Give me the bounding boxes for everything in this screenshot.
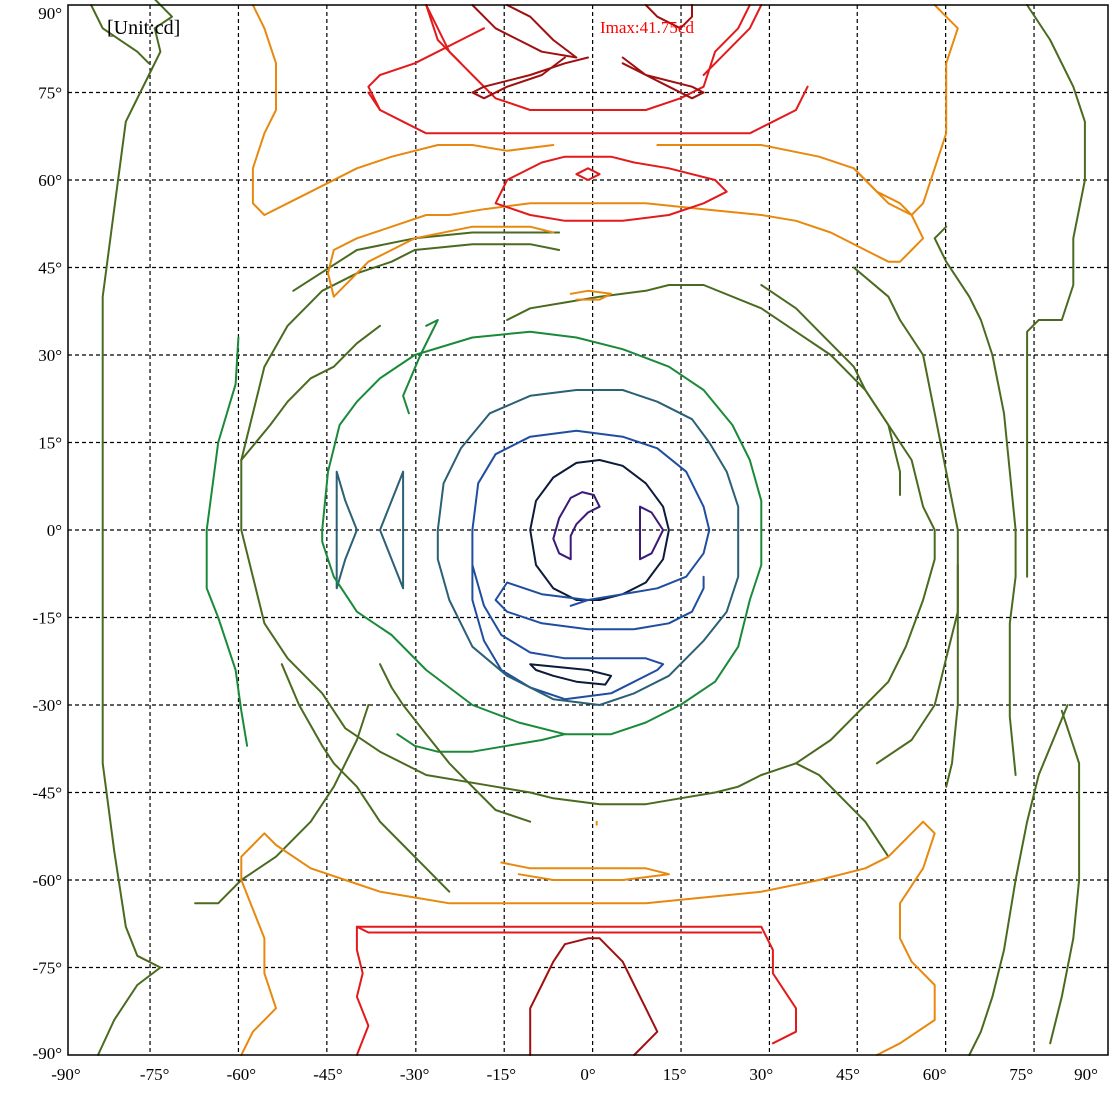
y-tick-label: -90° (33, 1044, 62, 1063)
contour-line (367, 27, 485, 111)
contour-line (1026, 4, 1086, 578)
contour-line (529, 937, 659, 1056)
contour-line (760, 284, 901, 496)
contour-line (529, 459, 670, 601)
x-tick-label: 0° (580, 1065, 595, 1084)
x-tick-label: -15° (487, 1065, 516, 1084)
contour-line (471, 429, 711, 631)
contour-line (852, 4, 959, 216)
contour-line (335, 470, 358, 590)
contour-line (436, 389, 740, 706)
contour-line (875, 564, 959, 765)
contour-line (396, 733, 566, 753)
contour-line (1008, 529, 1017, 776)
contour-line (240, 284, 936, 806)
contour-line (529, 663, 613, 686)
x-tick-label: -90° (51, 1065, 80, 1084)
imax-label: Imax:41.75cd (600, 18, 694, 37)
contour-line (97, 0, 173, 1056)
x-tick-label: 15° (663, 1065, 687, 1084)
y-tick-label: 90° (38, 4, 62, 23)
y-tick-label: 15° (38, 434, 62, 453)
contour-line (621, 56, 705, 100)
x-axis-tick-labels: -90° -75° -60° -45° -30° -15° 0° 15° 30° 45° 60° 75… (51, 1065, 1098, 1084)
contour-line (639, 505, 665, 561)
x-tick-label: 90° (1074, 1065, 1098, 1084)
y-tick-label: -60° (33, 871, 62, 890)
x-tick-label: 75° (1009, 1065, 1033, 1084)
contour-line (379, 470, 405, 590)
contour-line (355, 925, 763, 934)
contour-line (280, 663, 451, 893)
contour-line (367, 85, 809, 135)
x-tick-label: 60° (923, 1065, 947, 1084)
contour-line (194, 704, 370, 905)
y-tick-label: 0° (47, 521, 62, 540)
contour-line (240, 324, 381, 461)
y-tick-label: 30° (38, 346, 62, 365)
contour-line (251, 4, 555, 216)
contour-line (500, 861, 670, 881)
y-tick-label: 75° (38, 84, 62, 103)
plot-frame (67, 4, 1109, 1056)
contour-line (327, 225, 555, 298)
contour-line (644, 4, 693, 30)
contour-line (471, 529, 665, 701)
contour-line (575, 167, 601, 181)
contour-line (933, 225, 1017, 531)
x-tick-label: 30° (749, 1065, 773, 1084)
contour-line (569, 289, 613, 301)
contour-line (795, 762, 890, 858)
x-tick-label: -60° (227, 1065, 256, 1084)
contour-line (321, 330, 763, 736)
y-tick-label: 45° (38, 259, 62, 278)
y-tick-label: -75° (33, 959, 62, 978)
y-tick-label: -30° (33, 696, 62, 715)
contour-line (379, 663, 532, 823)
grid-lines (68, 5, 1108, 1055)
y-tick-label: 60° (38, 171, 62, 190)
y-axis-tick-labels: 90° 75° 60° 45° 30° 15° 0° -15° -30° -45° -60° -75°… (33, 4, 62, 1063)
contour-line (471, 56, 589, 100)
contour-line (506, 284, 705, 321)
contour-line (968, 704, 1069, 1056)
contour-line (552, 491, 601, 561)
contour-line (494, 155, 728, 222)
contour-line (702, 4, 763, 76)
x-tick-label: -75° (140, 1065, 169, 1084)
contour-line (292, 231, 561, 292)
x-tick-label: -30° (400, 1065, 429, 1084)
x-tick-label: -45° (313, 1065, 342, 1084)
contour-line (852, 266, 959, 788)
contour-line (1049, 709, 1081, 1045)
contour-line (425, 4, 462, 65)
contour-line (240, 820, 936, 1056)
contour-line (205, 336, 249, 747)
x-tick-label: 45° (836, 1065, 860, 1084)
contour-line (471, 4, 578, 59)
y-tick-label: -15° (33, 609, 62, 628)
contour-line (90, 4, 150, 65)
unit-label: [Unit:cd] (107, 17, 180, 39)
y-tick-label: -45° (33, 784, 62, 803)
contour-line (402, 319, 439, 415)
contour-line (355, 925, 797, 1056)
contour-lines (90, 0, 1086, 1056)
